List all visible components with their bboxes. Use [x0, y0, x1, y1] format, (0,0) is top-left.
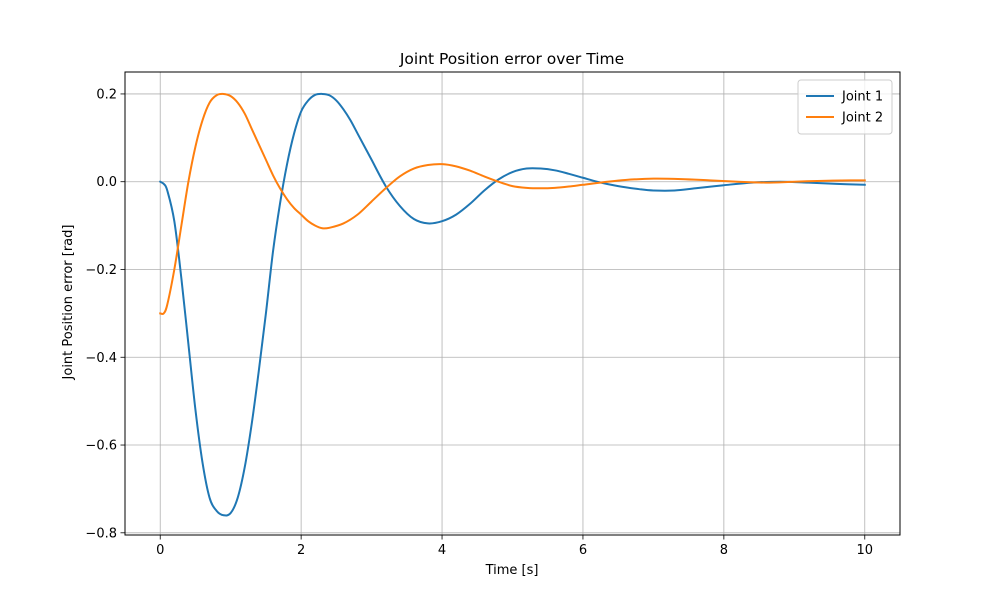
y-tick-label: −0.6: [85, 439, 117, 454]
series-lines: [158, 92, 866, 517]
y-tick-label: −0.8: [85, 526, 117, 541]
x-tick-label: 0: [156, 543, 164, 558]
legend-label-joint-2: Joint 2: [841, 111, 883, 126]
grid: [125, 72, 900, 535]
y-tick-label: −0.4: [85, 351, 117, 366]
axis-ticks: 0 2 4 6 8 10 0.2 0.0 −0.2 −0.4 −0.6 −0.8: [85, 87, 873, 558]
legend-label-joint-1: Joint 1: [841, 90, 883, 105]
y-tick-label: 0.0: [96, 175, 117, 190]
y-tick-label: −0.2: [85, 263, 117, 278]
legend-box: [797, 79, 893, 135]
x-tick-label: 6: [579, 543, 587, 558]
y-axis-label: Joint Position error [rad]: [61, 225, 76, 381]
series-line-joint-2: [159, 92, 866, 316]
series-line-joint-1: [158, 92, 866, 517]
chart-title: Joint Position error over Time: [399, 50, 624, 68]
x-tick-label: 2: [297, 543, 305, 558]
y-tick-label: 0.2: [96, 87, 117, 102]
x-tick-label: 8: [720, 543, 728, 558]
x-tick-label: 4: [438, 543, 446, 558]
plot-frame: [124, 71, 901, 536]
x-axis-label: Time [s]: [485, 563, 539, 578]
x-tick-label: 10: [856, 543, 873, 558]
legend: Joint 1 Joint 2: [797, 79, 893, 135]
